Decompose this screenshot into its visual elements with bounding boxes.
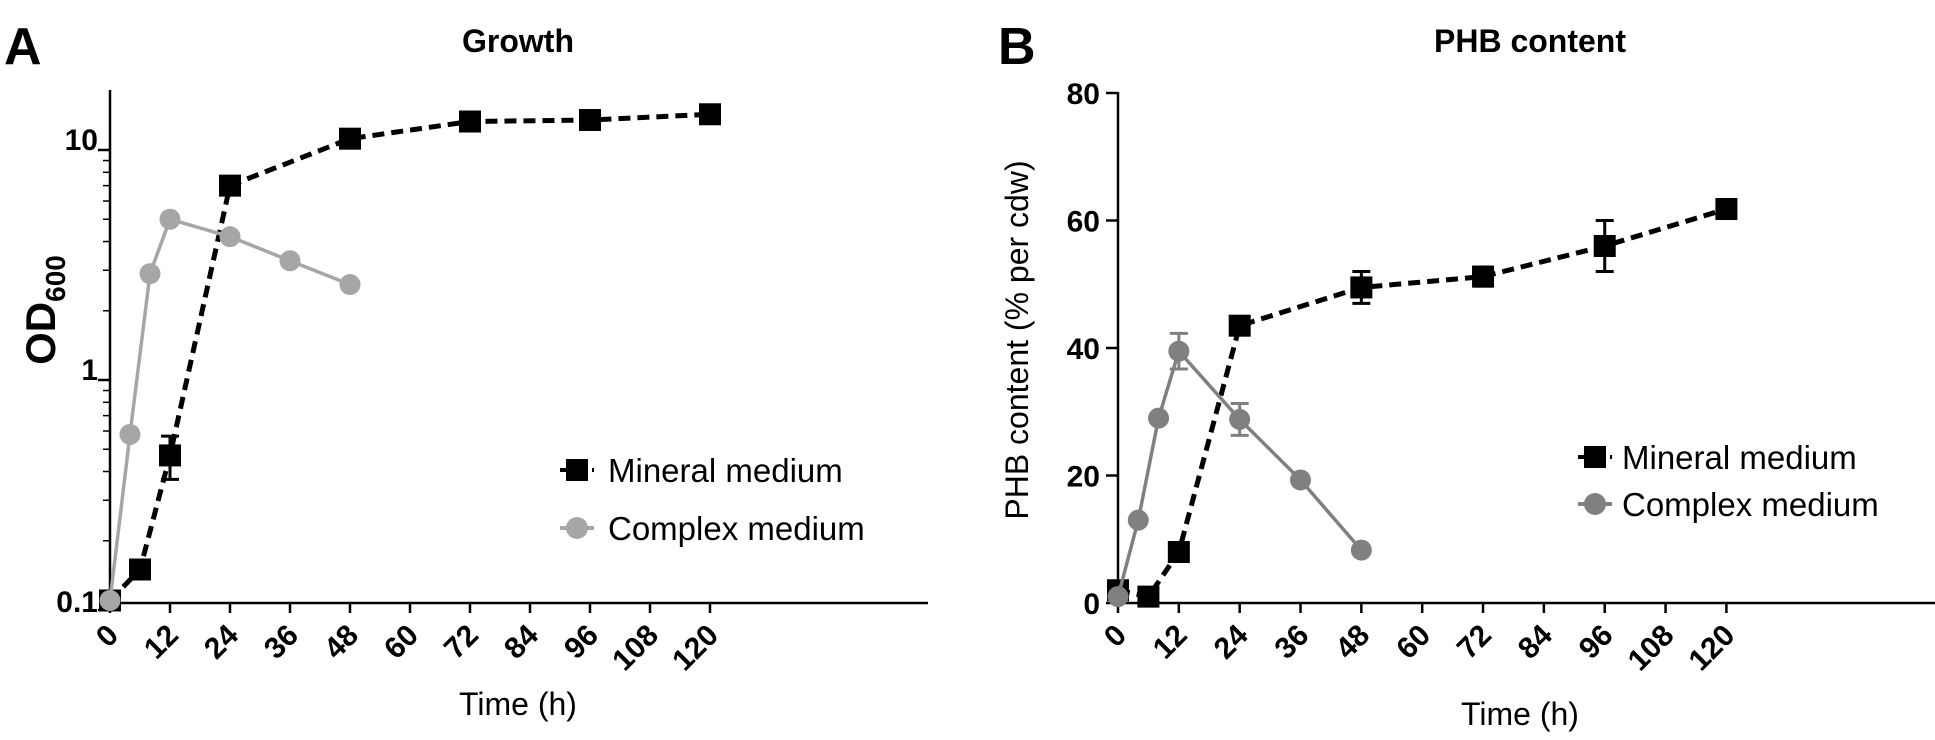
x-tick-label: 48 (1329, 619, 1376, 666)
x-tick-labels-a: 0 12 24 36 48 60 72 84 96 108 120 (90, 618, 725, 677)
data-point-circle (119, 423, 141, 445)
data-point-square (699, 103, 721, 126)
legend-circle-marker (566, 517, 588, 539)
panel-b-phb-chart: B PHB content 0 20 40 60 80 0 12 24 36 48 60 72 84 9… (998, 18, 1935, 732)
legend-b: Mineral medium Complex medium (1578, 439, 1879, 523)
y-tick-label: 0.1 (56, 586, 98, 619)
x-tick-label: 120 (666, 619, 725, 678)
x-tick-label: 84 (498, 618, 545, 665)
y-tick-label: 0 (1083, 588, 1100, 621)
data-point-circle (339, 274, 361, 296)
data-point-circle (1107, 586, 1129, 608)
x-axis-title-b: Time (h) (1461, 696, 1579, 732)
y-tick-label: 40 (1067, 333, 1100, 366)
data-point-circle (1127, 509, 1149, 531)
x-tick-label: 0 (90, 619, 125, 654)
data-point-square (159, 444, 181, 467)
legend-circle-marker (1584, 493, 1606, 515)
data-point-circle (1350, 539, 1372, 561)
y-axis-title-b: PHB content (% per cdw) (999, 160, 1035, 519)
x-tick-label: 36 (258, 619, 305, 666)
legend-label-complex: Complex medium (1622, 486, 1879, 523)
data-point-square (129, 558, 151, 581)
legend-square-marker (1584, 446, 1606, 468)
x-tick-label: 24 (1208, 618, 1255, 665)
data-point-circle (1290, 469, 1312, 491)
x-axis-title-a: Time (h) (459, 686, 577, 722)
data-point-square (579, 109, 601, 132)
y-tick-labels-b: 0 20 40 60 80 (1067, 78, 1100, 621)
data-point-circle (1229, 408, 1251, 430)
plot-area-b (1107, 198, 1738, 608)
x-tick-label: 96 (1573, 619, 1620, 666)
data-point-square (1137, 585, 1160, 608)
legend-label-complex: Complex medium (608, 510, 865, 547)
y-tick-labels-a: 10 1 0.1 (56, 124, 98, 619)
x-tick-label: 12 (138, 619, 185, 666)
x-tick-label: 12 (1147, 619, 1194, 666)
y-tick-label: 80 (1067, 78, 1100, 111)
legend-square-marker (566, 459, 588, 481)
panel-letter-b: B (998, 18, 1036, 76)
data-point-circle (99, 589, 121, 611)
panel-a-growth-chart: A Growth 10 1 0.1 0 12 24 36 48 60 72 84 96 108 12… (4, 18, 928, 722)
x-tick-label: 108 (606, 619, 665, 678)
x-tick-label: 24 (198, 618, 245, 665)
data-point-circle (139, 263, 161, 285)
data-point-square (459, 110, 481, 133)
x-tick-label: 84 (1512, 618, 1559, 665)
data-point-square (1715, 198, 1738, 221)
x-tick-label: 120 (1683, 619, 1742, 678)
data-point-square (1593, 235, 1616, 257)
data-point-circle (219, 226, 241, 248)
x-tick-label: 0 (1098, 619, 1133, 654)
x-tick-label: 108 (1622, 619, 1681, 678)
data-point-square (1472, 265, 1495, 288)
data-point-circle (279, 250, 301, 272)
data-point-square (339, 127, 361, 150)
legend-a: Mineral medium Complex medium (560, 452, 865, 547)
legend-label-mineral: Mineral medium (1622, 439, 1857, 476)
legend-label-mineral: Mineral medium (608, 452, 843, 489)
series-line-mineral (108, 111, 711, 603)
chart-title-growth: Growth (462, 23, 574, 59)
y-axis-title-a: OD600 (17, 255, 71, 365)
y-tick-label: 60 (1067, 206, 1100, 239)
x-tick-label: 72 (1451, 619, 1498, 666)
series-line-mineral (1117, 206, 1728, 600)
data-point-square (1350, 276, 1373, 299)
y-tick-label: 10 (65, 124, 98, 157)
y-tick-label: 20 (1067, 461, 1100, 494)
plot-area-a (99, 103, 721, 612)
x-tick-label: 96 (558, 619, 605, 666)
chart-title-phb: PHB content (1434, 23, 1626, 59)
x-tick-label: 60 (1390, 619, 1437, 666)
x-tick-label: 36 (1269, 619, 1316, 666)
x-tick-labels-b: 0 12 24 36 48 60 72 84 96 108 120 (1098, 618, 1742, 677)
data-point-square (219, 174, 241, 197)
x-tick-label: 60 (378, 619, 425, 666)
axis-ticks-b (1106, 91, 1728, 613)
panel-letter-a: A (4, 18, 42, 76)
data-point-square (1228, 314, 1251, 337)
data-point-circle (1168, 340, 1190, 362)
series-line-complex (1116, 347, 1363, 598)
x-tick-label: 48 (318, 619, 365, 666)
data-point-circle (159, 208, 181, 230)
data-point-circle (1148, 407, 1170, 429)
y-tick-label: 1 (81, 354, 98, 387)
x-tick-label: 72 (438, 619, 485, 666)
data-point-square (1167, 541, 1190, 563)
